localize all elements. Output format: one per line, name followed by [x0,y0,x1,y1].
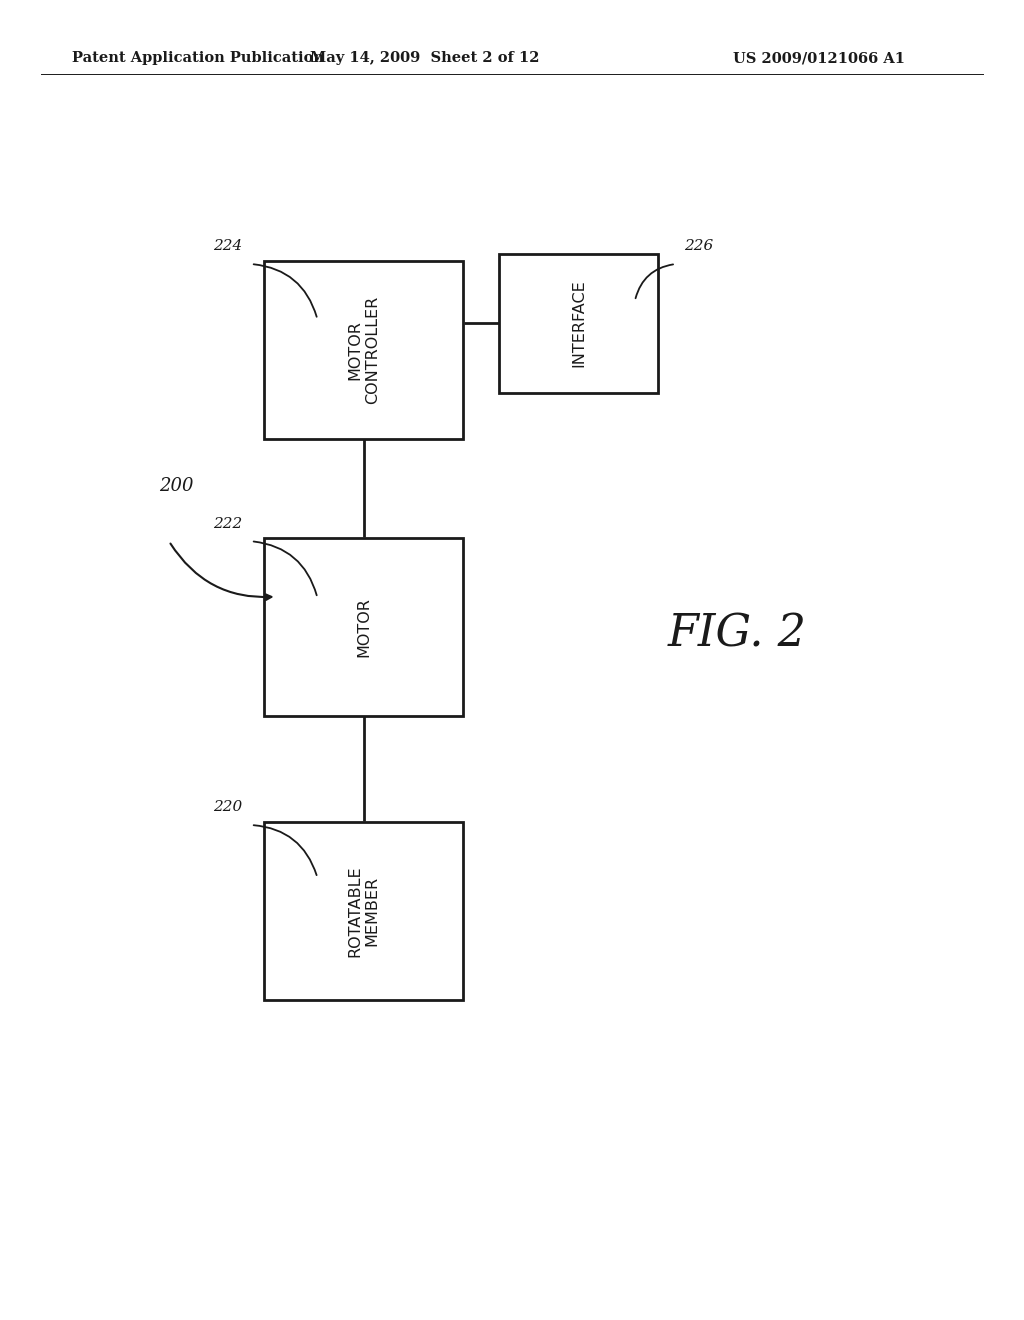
Text: MOTOR
CONTROLLER: MOTOR CONTROLLER [347,296,380,404]
Text: 222: 222 [213,516,243,531]
Text: ROTATABLE
MEMBER: ROTATABLE MEMBER [347,865,380,957]
Bar [499,253,657,393]
Bar [263,821,463,1001]
Bar [263,261,463,438]
Text: 226: 226 [684,239,714,253]
Text: US 2009/0121066 A1: US 2009/0121066 A1 [733,51,905,65]
Text: 220: 220 [213,800,243,814]
Text: Patent Application Publication: Patent Application Publication [72,51,324,65]
Text: 200: 200 [159,477,194,495]
Text: MOTOR: MOTOR [356,597,371,657]
Text: 224: 224 [213,239,243,253]
Text: INTERFACE: INTERFACE [571,280,586,367]
Text: May 14, 2009  Sheet 2 of 12: May 14, 2009 Sheet 2 of 12 [310,51,540,65]
Bar [263,539,463,715]
Text: FIG. 2: FIG. 2 [668,612,807,655]
